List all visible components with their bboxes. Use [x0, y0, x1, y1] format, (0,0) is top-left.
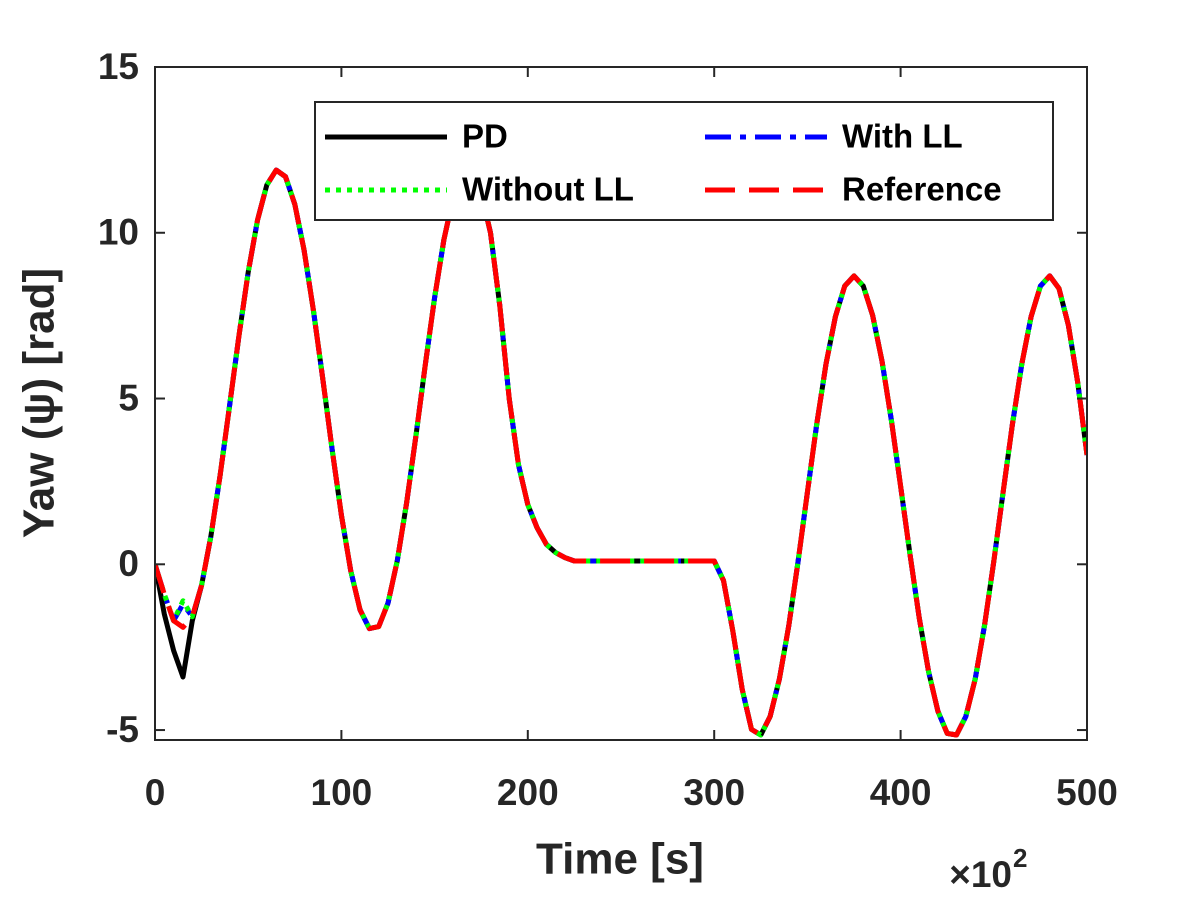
legend-label: Without LL: [462, 171, 634, 208]
axes-box: [154, 66, 1088, 741]
legend-label: Reference: [842, 171, 1002, 208]
x-tick-label: 500: [1056, 772, 1118, 813]
x-tick-label: 400: [870, 772, 932, 813]
y-tick-label: 10: [98, 212, 139, 253]
x-tick-label: 300: [683, 772, 745, 813]
legend-box: [314, 101, 1054, 221]
x-scale-base: ×10: [949, 854, 1012, 895]
x-scale-power: 2: [1013, 843, 1027, 873]
legend-label: PD: [462, 118, 508, 155]
x-tick-label: 0: [145, 772, 166, 813]
series-line: [155, 167, 1087, 738]
x-axis-label: Time [s]: [536, 835, 704, 884]
y-tick-label: 5: [118, 377, 139, 418]
x-tick-label: 100: [311, 772, 373, 813]
y-axis-label: Yaw (ψ) [rad]: [15, 268, 64, 538]
y-tick-label: 15: [98, 46, 139, 87]
legend-label: With LL: [842, 118, 963, 155]
y-tick-label: 0: [118, 543, 139, 584]
legend: PD With LL Without LL Reference: [314, 101, 1054, 221]
y-tick-label: -5: [106, 709, 139, 750]
x-tick-label: 200: [497, 772, 559, 813]
